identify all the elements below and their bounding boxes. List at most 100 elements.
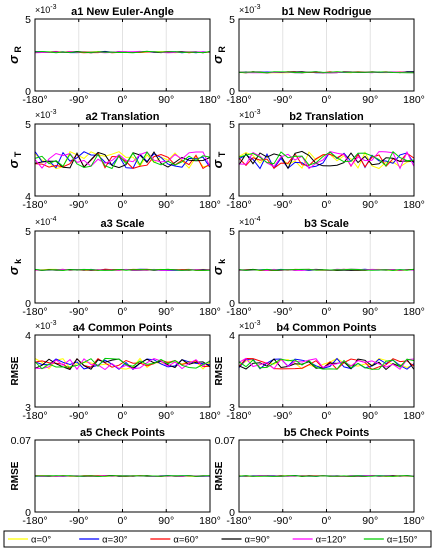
subplot-b3: -180° -90° 0° 90° 180° 0 5 b3 Scale ×10-4 σ k [210,216,425,318]
series-line-4 [34,151,211,169]
y-axis-label: σ k [210,258,227,275]
series-line-4 [238,150,415,170]
y-tick-label: 4 [25,330,31,342]
x-tick-label: 180° [403,410,425,422]
subplot-title: b4 Common Points [276,322,376,334]
y-axis-label: σ R [6,46,23,64]
x-tick-label: -90° [273,515,292,527]
subplot-title: b1 New Rodrigue [282,6,372,18]
y-axis-label-sub: k [217,258,227,267]
subplot-title: a3 Scale [100,218,144,230]
subplot-title: a1 New Euler-Angle [71,6,174,18]
y-tick-label: 4 [229,330,235,342]
x-tick-label: 90° [362,410,378,422]
y-axis-label: RMSE [214,461,225,490]
y-tick-label: 0 [229,507,235,519]
legend-label: α=30° [102,535,128,546]
y-tick-label: 5 [229,14,235,26]
subplot-a3: -180° -90° 0° 90° 180° 0 5 a3 Scale ×10-4 σ k [6,216,221,318]
y-tick-label: 4 [25,191,31,203]
y-axis-label: σ R [210,46,227,64]
series-line-2 [34,358,211,370]
axis-exponent-power: -3 [254,109,260,116]
x-tick-label: 90° [362,94,378,106]
y-tick-label: 0 [229,86,235,98]
y-axis-label-main: σ [6,158,21,168]
x-tick-label: -90° [69,410,88,422]
y-axis-label: σ k [6,258,23,275]
subplot-b5: -180° -90° 0° 90° 180° 0 0.07 b5 Check Points RM… [214,427,425,527]
series-line-1 [34,151,211,169]
y-axis-label-main: RMSE [214,461,225,490]
x-tick-label: -90° [69,199,88,211]
y-axis-label: σ T [210,151,227,168]
y-axis-label-main: σ [6,265,21,275]
series-line-5 [238,150,415,167]
axis-exponent: ×10-3 [35,320,57,331]
y-axis-label-sub: T [217,151,227,160]
x-tick-label: 180° [199,515,221,527]
y-tick-label: 5 [25,226,31,238]
legend-label: α=90° [245,535,271,546]
x-tick-label: 90° [158,306,174,318]
y-axis-label-main: σ [210,265,225,275]
y-axis-label-main: RMSE [10,461,21,490]
series-line-5 [238,475,415,477]
y-tick-label: 3 [229,402,235,414]
x-tick-label: -90° [273,410,292,422]
subplot-b1: -180° -90° 0° 90° 180° 0 5 b1 New Rodrigue ×10-3… [210,4,425,106]
x-tick-label: 0° [117,306,127,318]
x-tick-label: -90° [69,306,88,318]
x-tick-label: 90° [362,306,378,318]
y-axis-label: RMSE [10,356,21,385]
subplot-title: a4 Common Points [73,322,173,334]
subplot-a5: -180° -90° 0° 90° 180° 0 0.07 a5 Check Points RM… [10,427,221,527]
y-axis-label-main: σ [210,158,225,168]
axis-exponent: ×10-3 [35,4,57,15]
y-axis-label-main: RMSE [214,356,225,385]
series-line-5 [34,151,211,170]
series-line-5 [34,268,211,271]
x-tick-label: 0° [321,94,331,106]
x-tick-label: 180° [199,306,221,318]
x-tick-label: 0° [117,199,127,211]
series-line-5 [34,357,211,370]
legend-label: α=120° [316,535,347,546]
subplot-title: b3 Scale [304,218,349,230]
x-tick-label: 180° [403,306,425,318]
x-tick-label: 180° [403,199,425,211]
subplot-title: b2 Translation [289,111,364,123]
subplot-a4: -180° -90° 0° 90° 180° 3 4 a4 Common Points ×10-… [10,320,221,422]
subplot-title: a2 Translation [86,111,160,123]
series-line-5 [239,71,415,74]
x-tick-label: 180° [403,515,425,527]
x-tick-label: 90° [362,515,378,527]
legend-box [3,530,432,548]
axis-exponent: ×10-3 [35,109,57,120]
subplot-b2: -180° -90° 0° 90° 180° 4 5 b2 Translation ×10-3 σ… [210,109,425,211]
subplot-a2: -180° -90° 0° 90° 180° 4 5 a2 Translation ×10-3 σ… [6,109,221,211]
y-axis-label: RMSE [214,356,225,385]
axis-exponent-power: -3 [254,4,260,11]
y-tick-label: 0 [25,86,31,98]
y-tick-label: 5 [25,14,31,26]
series-line-5 [34,50,211,54]
legend-label: α=150° [387,535,418,546]
x-tick-label: 180° [199,410,221,422]
y-axis-label-main: σ [210,54,225,64]
axis-exponent: ×10-3 [239,4,261,15]
y-tick-label: 5 [229,226,235,238]
series-line-3 [238,150,415,170]
series-line-3 [238,358,415,371]
axis-exponent-power: -3 [50,320,56,327]
y-tick-label: 3 [25,402,31,414]
x-tick-label: -180° [226,410,251,422]
x-tick-label: 90° [362,199,378,211]
x-tick-label: -180° [226,199,251,211]
subplot-title: a5 Check Points [80,427,165,439]
x-tick-label: 0° [117,515,127,527]
x-tick-label: 180° [199,94,221,106]
x-tick-label: -90° [273,94,292,106]
y-tick-label: 5 [229,119,235,131]
